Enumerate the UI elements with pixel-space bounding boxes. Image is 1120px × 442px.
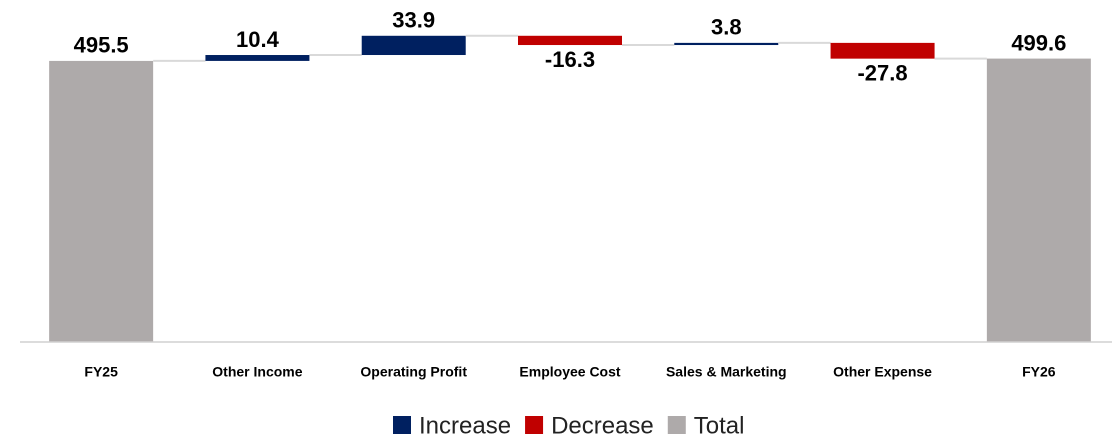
bar: [674, 42, 779, 46]
x-tick-label: Other Income: [212, 364, 302, 380]
data-label: -16.3: [545, 47, 595, 72]
x-tick-label: Other Expense: [833, 364, 932, 380]
x-tick-label: FY26: [1022, 364, 1056, 380]
data-label: 3.8: [711, 15, 742, 40]
bar: [49, 60, 154, 343]
data-label: 33.9: [392, 8, 435, 33]
data-label: -27.8: [857, 60, 907, 85]
bar: [518, 35, 622, 46]
x-tick-label: FY25: [84, 364, 118, 380]
data-label: 10.4: [236, 27, 280, 52]
data-label: 495.5: [74, 33, 129, 58]
legend-swatch: [667, 416, 686, 434]
x-tick-label: Sales & Marketing: [666, 364, 787, 380]
legend-label: Total: [694, 412, 745, 439]
data-label: 499.6: [1011, 30, 1066, 55]
legend-swatch: [525, 416, 544, 434]
bar: [361, 35, 466, 56]
x-tick-label: Operating Profit: [360, 364, 467, 380]
bar: [830, 42, 935, 59]
x-tick-label: Employee Cost: [519, 364, 620, 380]
bar: [205, 55, 310, 61]
legend-swatch: [393, 416, 411, 434]
legend-label: Decrease: [551, 412, 654, 439]
bar: [986, 58, 1091, 342]
legend-label: Increase: [419, 412, 511, 439]
